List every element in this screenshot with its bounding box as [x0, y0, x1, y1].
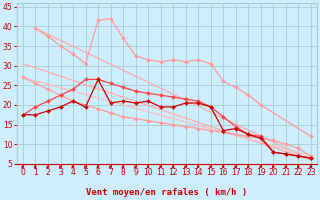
X-axis label: Vent moyen/en rafales ( km/h ): Vent moyen/en rafales ( km/h ) [86, 188, 248, 197]
